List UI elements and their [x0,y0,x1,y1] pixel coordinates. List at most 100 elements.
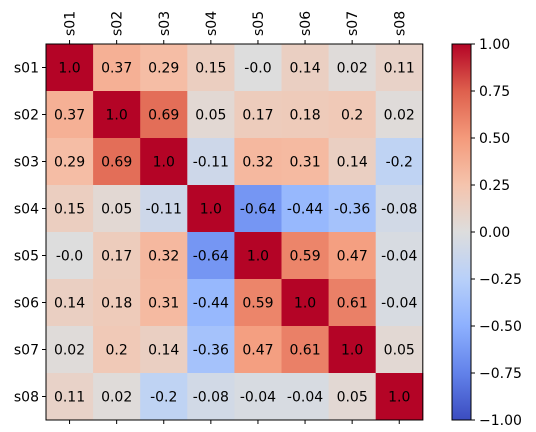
heatmap-cell-s01-s01 [46,44,94,92]
heatmap-cell-s04-s03 [140,185,188,233]
y-tick-label-s02: s02 [14,108,39,124]
cell-value-label: -0.04 [381,296,417,312]
heatmap-cell-s01-s07 [328,44,377,92]
heatmap-cell-s07-s02 [93,326,141,374]
cell-value-label: 0.61 [289,343,320,359]
heatmap-cell-s01-s02 [93,44,141,92]
cell-value-label: 0.02 [337,61,368,77]
heatmap-cell-s04-s06 [281,185,330,233]
cell-value-label: 0.17 [101,249,132,265]
cell-value-label: 0.32 [148,249,179,265]
cell-value-label: 0.69 [148,108,179,124]
heatmap-cell-s04-s05 [234,185,282,233]
heatmap-cell-s06-s08 [375,279,424,327]
x-tick-label-s06: s06 [298,11,314,36]
cell-value-label: 1.0 [200,202,222,218]
cell-value-label: 0.14 [54,296,85,312]
heatmap-cell-s01-s05 [234,44,282,92]
cell-value-label: -0.36 [193,343,229,359]
colorbar-tick-label: 1.00 [479,37,510,53]
colorbar-tick-label: −0.75 [479,366,522,382]
cell-value-label: 0.15 [54,202,85,218]
heatmap-cell-s07-s05 [234,326,282,374]
heatmap-cell-s02-s04 [187,91,235,139]
heatmap-cell-s03-s02 [93,138,141,186]
heatmap-cell-s02-s06 [281,91,330,139]
cell-value-label: 0.17 [242,108,273,124]
heatmap-cell-s01-s06 [281,44,330,92]
y-tick-label-s05: s05 [14,249,39,265]
heatmap-cell-s03-s04 [187,138,235,186]
colorbar-ticks: 1.00 0.75 0.50 0.25 0.00 −0.25 −0.50 −0.75 −1.00 [471,37,522,429]
heatmap-cell-s02-s08 [375,91,424,139]
cell-value-label: -0.2 [150,390,177,406]
heatmap-cell-s04-s04 [187,185,235,233]
y-axis-ticks: s01 s02 s03 s04 s05 s06 s07 s08 [14,61,46,406]
cell-value-label: 0.15 [195,61,226,77]
y-tick-label-s08: s08 [14,390,39,406]
cell-value-label: 0.11 [384,61,415,77]
cell-value-label: 0.61 [337,296,368,312]
cell-value-label: 0.29 [54,155,85,171]
cell-value-label: -0.11 [193,155,229,171]
heatmap-cell-s01-s08 [375,44,424,92]
heatmap-cell-s02-s02 [93,91,141,139]
colorbar-tick-label: 0.25 [479,178,510,194]
heatmap-cell-s04-s07 [328,185,377,233]
heatmap-cell-s08-s04 [187,373,235,421]
cell-value-label: -0.64 [193,249,229,265]
heatmap-cell-s06-s01 [46,279,94,327]
cell-value-label: -0.44 [287,202,323,218]
cell-value-label: 0.02 [54,343,85,359]
cell-value-label: -0.2 [386,155,413,171]
cell-value-label: -0.11 [146,202,182,218]
heatmap-cell-s07-s07 [328,326,377,374]
heatmap-cell-s02-s01 [46,91,94,139]
cell-value-label: 0.37 [101,61,132,77]
cell-value-label: 0.02 [101,390,132,406]
plot-frame [45,43,424,421]
heatmap-cell-s08-s07 [328,373,377,421]
heatmap-cell-s06-s05 [234,279,282,327]
colorbar-tick-label: 0.00 [479,225,510,241]
heatmap-cell-s05-s02 [93,232,141,280]
y-tick-label-s06: s06 [14,296,39,312]
heatmap-cell-s04-s01 [46,185,94,233]
heatmap-cell-s06-s06 [281,279,330,327]
heatmap-cell-s05-s01 [46,232,94,280]
cell-value-label: -0.64 [240,202,276,218]
cell-value-label: 1.0 [247,249,269,265]
cell-value-label: 0.47 [242,343,273,359]
cell-value-label: 0.47 [337,249,368,265]
cell-value-label: 1.0 [388,390,410,406]
cell-value-label: 0.29 [148,61,179,77]
heatmap-cell-s05-s05 [234,232,282,280]
heatmap-cell-s07-s04 [187,326,235,374]
cell-value-label: 0.05 [195,108,226,124]
y-tick-label-s07: s07 [14,343,39,359]
cell-value-label: 0.31 [289,155,320,171]
cell-value-label: 1.0 [294,296,316,312]
cell-value-label: -0.08 [193,390,229,406]
cell-value-label: 0.05 [384,343,415,359]
cell-value-label: 0.37 [54,108,85,124]
heatmap-cell-s02-s07 [328,91,377,139]
cell-value-label: -0.04 [240,390,276,406]
cell-value-label: -0.0 [56,249,83,265]
x-tick-label-s02: s02 [110,11,126,36]
cell-value-label: 0.2 [341,108,363,124]
heatmap-cell-s01-s04 [187,44,235,92]
heatmap-cell-s06-s03 [140,279,188,327]
heatmap-cell-s03-s06 [281,138,330,186]
heatmap-cell-s07-s06 [281,326,330,374]
y-tick-label-s03: s03 [14,155,39,171]
cell-value-label: 0.05 [101,202,132,218]
cell-value-label: -0.44 [193,296,229,312]
heatmap-cell-s06-s02 [93,279,141,327]
heatmap-cell-s07-s01 [46,326,94,374]
heatmap-cell-s02-s03 [140,91,188,139]
y-tick-label-s01: s01 [14,61,39,77]
cell-value-label: 0.31 [148,296,179,312]
cell-value-label: 0.32 [242,155,273,171]
